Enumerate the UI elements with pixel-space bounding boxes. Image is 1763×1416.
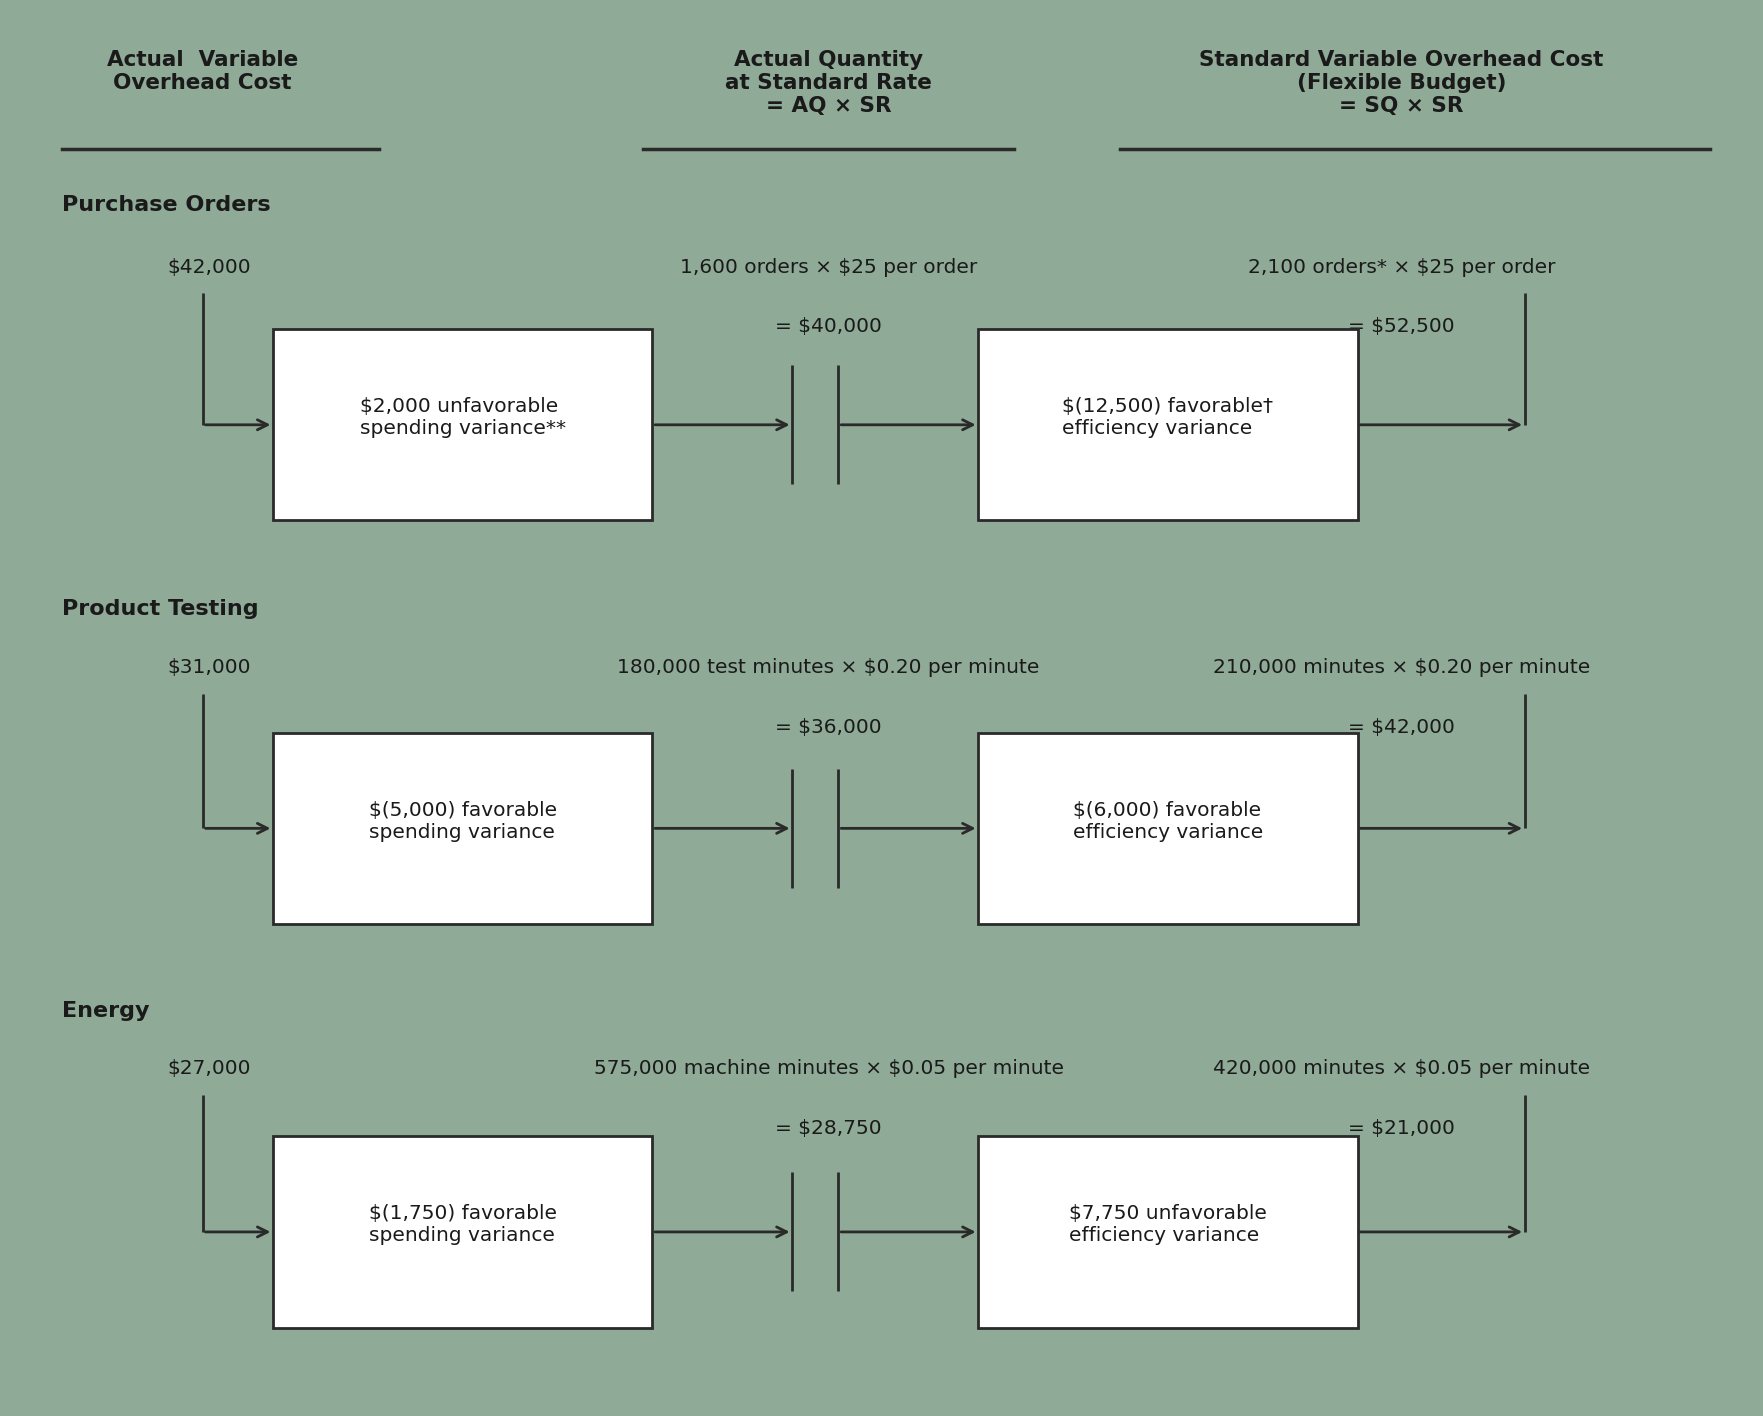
Text: $42,000: $42,000	[167, 258, 250, 276]
Text: $27,000: $27,000	[167, 1059, 250, 1078]
Text: Actual  Variable
Overhead Cost: Actual Variable Overhead Cost	[108, 50, 298, 93]
Text: $(6,000) favorable
efficiency variance: $(6,000) favorable efficiency variance	[1074, 801, 1262, 841]
Text: Purchase Orders: Purchase Orders	[62, 195, 270, 215]
Text: Standard Variable Overhead Cost
(Flexible Budget)
= SQ × SR: Standard Variable Overhead Cost (Flexibl…	[1199, 50, 1604, 116]
Text: $(5,000) favorable
spending variance: $(5,000) favorable spending variance	[368, 801, 557, 841]
Text: $7,750 unfavorable
efficiency variance: $7,750 unfavorable efficiency variance	[1068, 1205, 1268, 1245]
Text: = $21,000: = $21,000	[1349, 1119, 1454, 1137]
Text: 420,000 minutes × $0.05 per minute: 420,000 minutes × $0.05 per minute	[1213, 1059, 1590, 1078]
Text: = $52,500: = $52,500	[1349, 317, 1454, 336]
FancyBboxPatch shape	[273, 330, 652, 521]
Text: 575,000 machine minutes × $0.05 per minute: 575,000 machine minutes × $0.05 per minu…	[594, 1059, 1063, 1078]
FancyBboxPatch shape	[273, 1136, 652, 1328]
Text: $(12,500) favorable†
efficiency variance: $(12,500) favorable† efficiency variance	[1063, 398, 1273, 438]
Text: 1,600 orders × $25 per order: 1,600 orders × $25 per order	[681, 258, 977, 276]
FancyBboxPatch shape	[978, 733, 1358, 925]
Text: Actual Quantity
at Standard Rate
= AQ × SR: Actual Quantity at Standard Rate = AQ × …	[725, 50, 933, 116]
FancyBboxPatch shape	[273, 733, 652, 925]
FancyBboxPatch shape	[978, 330, 1358, 521]
Text: = $40,000: = $40,000	[776, 317, 882, 336]
Text: = $28,750: = $28,750	[776, 1119, 882, 1137]
Text: = $42,000: = $42,000	[1349, 718, 1454, 736]
Text: 210,000 minutes × $0.20 per minute: 210,000 minutes × $0.20 per minute	[1213, 658, 1590, 677]
FancyBboxPatch shape	[978, 1136, 1358, 1328]
Text: $31,000: $31,000	[167, 658, 250, 677]
Text: Product Testing: Product Testing	[62, 599, 259, 619]
Text: $(1,750) favorable
spending variance: $(1,750) favorable spending variance	[368, 1205, 557, 1245]
Text: 180,000 test minutes × $0.20 per minute: 180,000 test minutes × $0.20 per minute	[617, 658, 1040, 677]
Text: 2,100 orders* × $25 per order: 2,100 orders* × $25 per order	[1248, 258, 1555, 276]
Text: = $36,000: = $36,000	[776, 718, 882, 736]
Text: $2,000 unfavorable
spending variance**: $2,000 unfavorable spending variance**	[360, 398, 566, 438]
Text: Energy: Energy	[62, 1001, 150, 1021]
